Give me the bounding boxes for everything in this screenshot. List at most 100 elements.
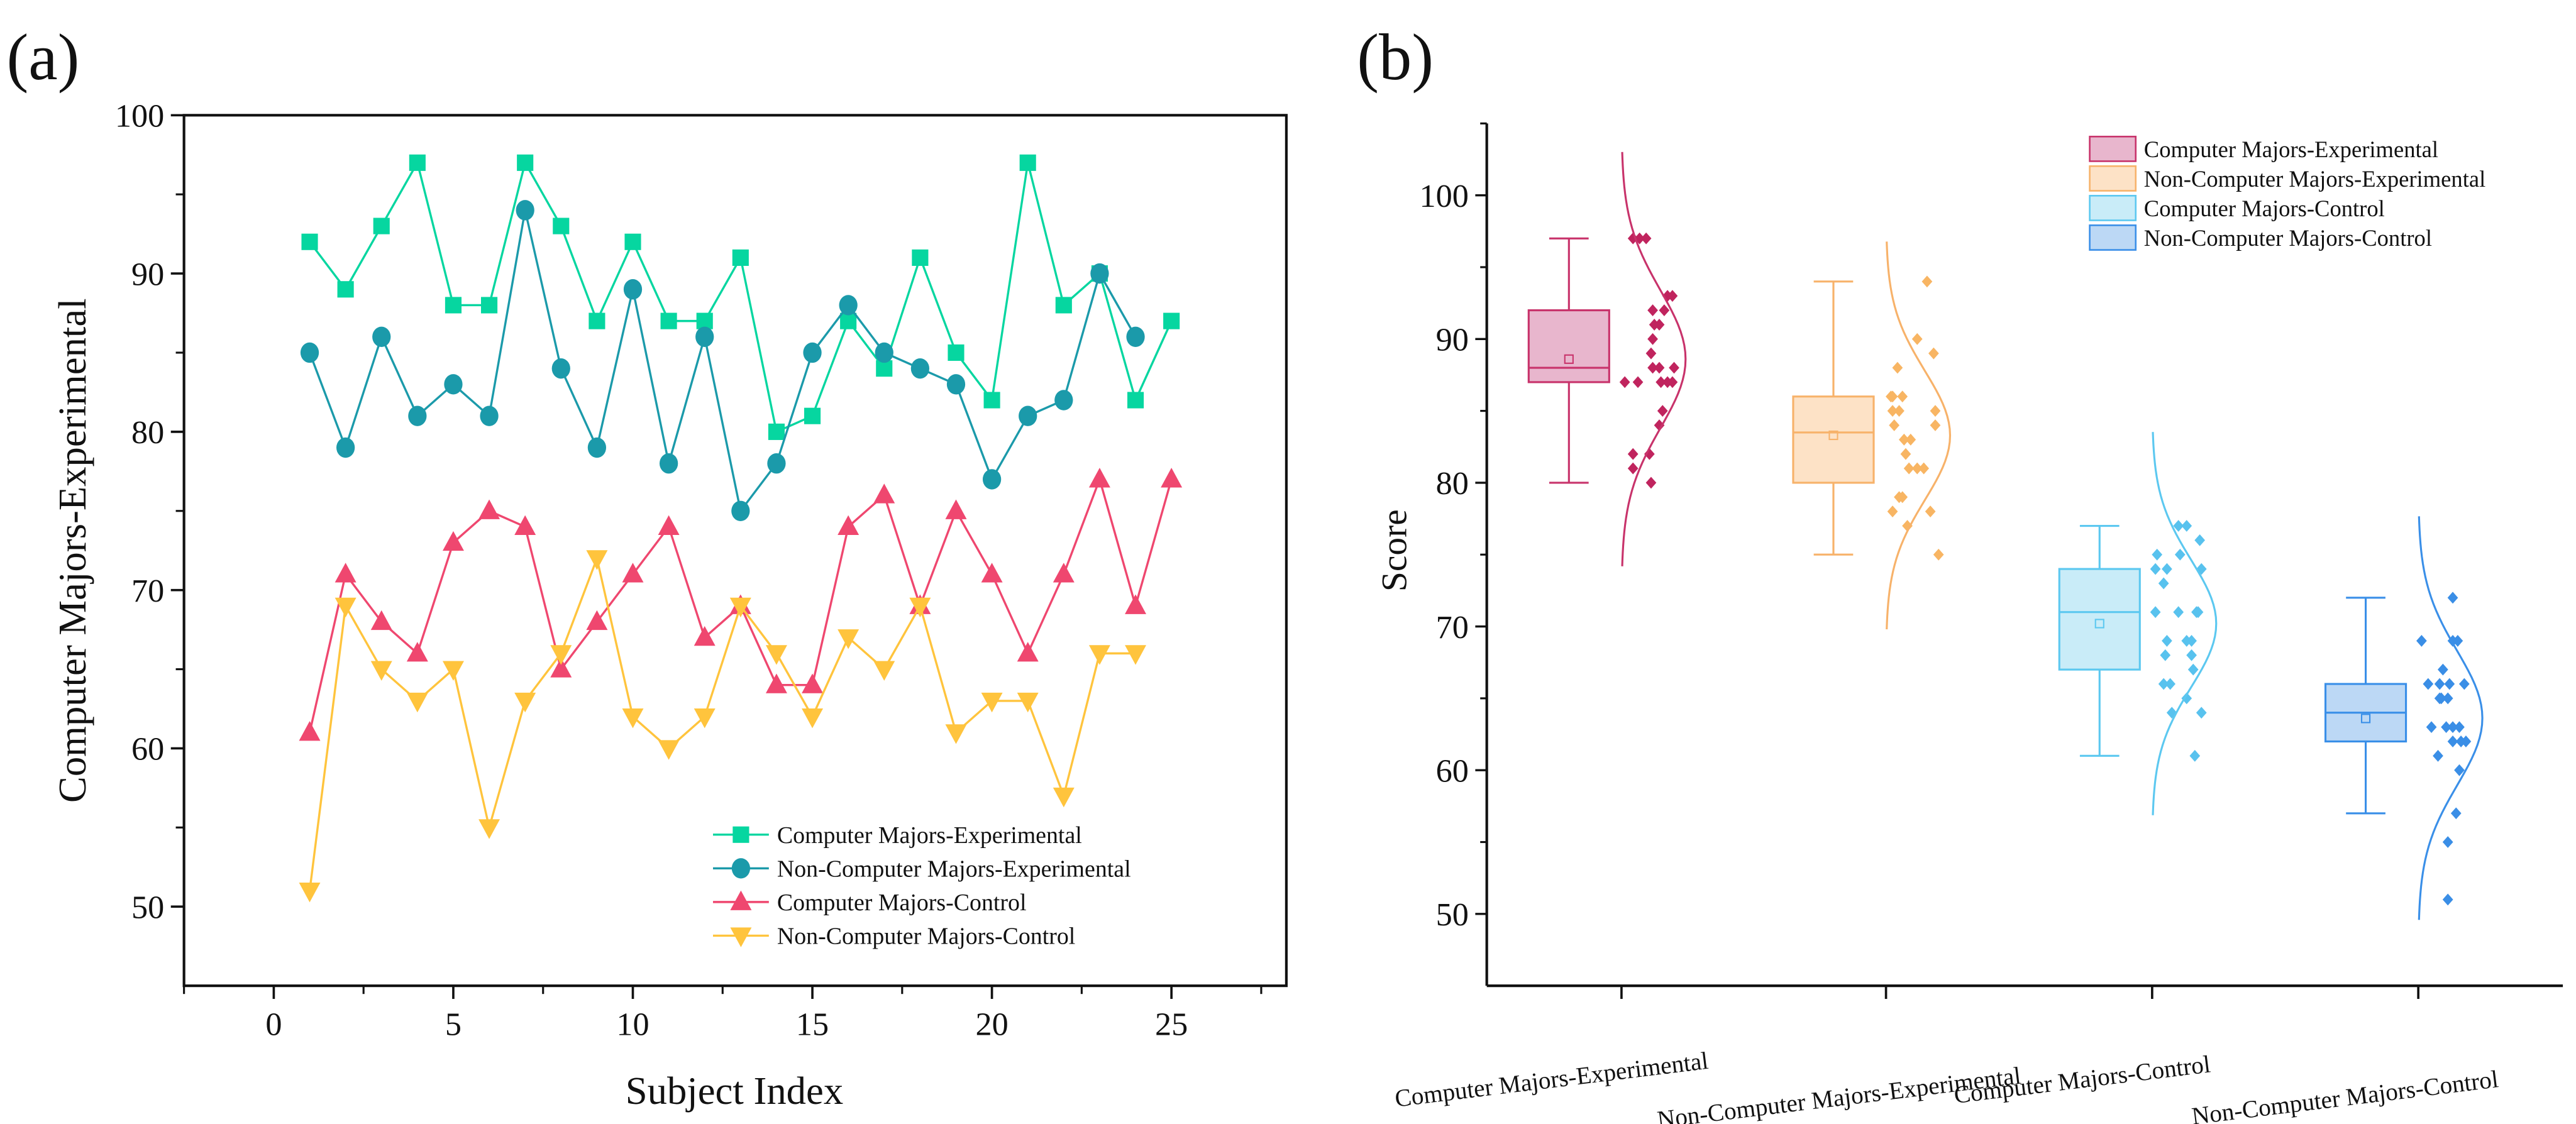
data-point xyxy=(2187,663,2199,676)
data-point xyxy=(2442,836,2453,848)
circle-marker xyxy=(1019,405,1037,426)
triangle-up-marker xyxy=(1017,642,1039,662)
data-point xyxy=(2436,692,2447,705)
triangle-up-marker xyxy=(802,673,824,693)
x-tick-label: 0 xyxy=(265,1006,282,1043)
y-tick-label: 80 xyxy=(131,414,164,451)
data-point xyxy=(1887,405,1898,417)
triangle-up-marker xyxy=(1161,468,1183,488)
data-point xyxy=(2160,649,2171,661)
data-point xyxy=(2447,592,2458,604)
line-chart-panel: 0 5 10 15 20 25 50 60 70 80 90 100 Subject Index Comp… xyxy=(50,98,1288,1113)
square-marker xyxy=(1163,312,1180,329)
data-point xyxy=(1894,491,1904,504)
mean-marker xyxy=(2360,714,2371,724)
triangle-up-marker xyxy=(622,563,644,583)
data-point xyxy=(1900,448,1911,460)
data-point xyxy=(2434,678,2445,690)
x-tick-label: 5 xyxy=(445,1006,462,1043)
triangle-up-marker xyxy=(945,499,967,519)
mean-marker xyxy=(1564,354,1574,364)
square-marker xyxy=(409,154,426,171)
category-group: Non-Computer Majors-Experimental xyxy=(1656,241,2023,1124)
data-point xyxy=(2433,749,2443,762)
square-marker xyxy=(337,281,354,298)
data-point xyxy=(1887,505,1898,518)
triangle-up-marker xyxy=(694,625,716,646)
x-tick-label: 20 xyxy=(975,1006,1008,1043)
y-tick-label: 80 xyxy=(1436,465,1469,502)
square-marker xyxy=(481,297,498,314)
data-point xyxy=(1632,376,1644,388)
panel-a-label: (a) xyxy=(6,21,79,94)
triangle-down-marker xyxy=(981,692,1003,713)
triangle-up-marker xyxy=(299,720,321,741)
legend: Computer Majors-Experimental Non-Computer… xyxy=(2089,135,2485,251)
data-point xyxy=(1634,232,1645,245)
square-marker xyxy=(768,423,785,440)
legend-label: Computer Majors-Experimental xyxy=(777,822,1082,849)
y-tick-label: 90 xyxy=(1436,322,1469,358)
data-point xyxy=(2158,678,2169,690)
triangle-down-marker xyxy=(550,645,572,665)
legend-label: Non-Computer Majors-Control xyxy=(777,923,1075,949)
triangle-up-marker xyxy=(873,483,895,504)
circle-marker xyxy=(587,437,607,458)
data-point xyxy=(1925,505,1936,518)
square-marker xyxy=(301,233,318,250)
square-marker xyxy=(732,826,749,843)
circle-marker xyxy=(982,469,1002,490)
triangle-up-marker xyxy=(370,610,392,631)
box-chart-panel: 50 60 70 80 90 100 Score Computer Majors-Experi… xyxy=(1375,122,2563,1124)
legend-swatch xyxy=(2089,165,2137,192)
data-point xyxy=(1921,275,1933,288)
circle-marker xyxy=(372,326,391,347)
triangle-up-marker xyxy=(514,515,536,536)
triangle-up-marker xyxy=(478,499,500,519)
circle-marker xyxy=(767,453,786,474)
circle-marker xyxy=(1126,326,1145,347)
data-point xyxy=(2173,606,2184,619)
square-marker xyxy=(373,218,390,234)
data-point xyxy=(1930,419,1941,431)
circle-marker xyxy=(1054,390,1073,410)
category-group: Non-Computer Majors-Control xyxy=(2190,516,2500,1124)
data-point xyxy=(1903,462,1915,475)
legend-label: Non-Computer Majors-Control xyxy=(2144,225,2432,251)
data-point xyxy=(2447,721,2458,734)
distribution-curve xyxy=(1886,241,1952,630)
data-point xyxy=(2416,635,2427,647)
y-tick-label: 100 xyxy=(115,98,164,135)
data-point xyxy=(1627,232,1639,245)
data-point xyxy=(1647,361,1658,374)
x-tick-label: 10 xyxy=(616,1006,649,1043)
plot-frame xyxy=(182,114,1288,988)
data-point xyxy=(1667,290,1678,302)
data-point xyxy=(2196,707,2207,719)
legend-swatch xyxy=(2089,135,2137,162)
square-marker xyxy=(553,218,570,234)
data-point xyxy=(1667,376,1678,388)
square-marker xyxy=(912,249,929,266)
legend: Computer Majors-Experimental Non-Computer… xyxy=(712,822,1131,949)
triangle-up-marker xyxy=(586,610,608,631)
data-point xyxy=(1657,405,1668,417)
circle-marker xyxy=(300,342,319,363)
x-tick-label: 15 xyxy=(796,1006,829,1043)
data-point xyxy=(2442,893,2453,906)
distribution-curve xyxy=(2418,516,2484,920)
data-point xyxy=(1659,304,1670,316)
data-point xyxy=(1905,433,1916,446)
y-tick-label: 60 xyxy=(1436,752,1469,789)
data-point xyxy=(1644,448,1655,460)
data-point xyxy=(1669,361,1679,374)
circle-marker xyxy=(910,358,930,379)
data-point xyxy=(1645,477,1657,489)
distribution-curve xyxy=(2152,432,2218,815)
triangle-down-marker xyxy=(802,708,824,729)
circle-marker xyxy=(444,374,463,395)
data-point xyxy=(1894,405,1904,417)
circle-marker xyxy=(659,453,678,474)
x-axis-title: Subject Index xyxy=(626,1069,843,1113)
